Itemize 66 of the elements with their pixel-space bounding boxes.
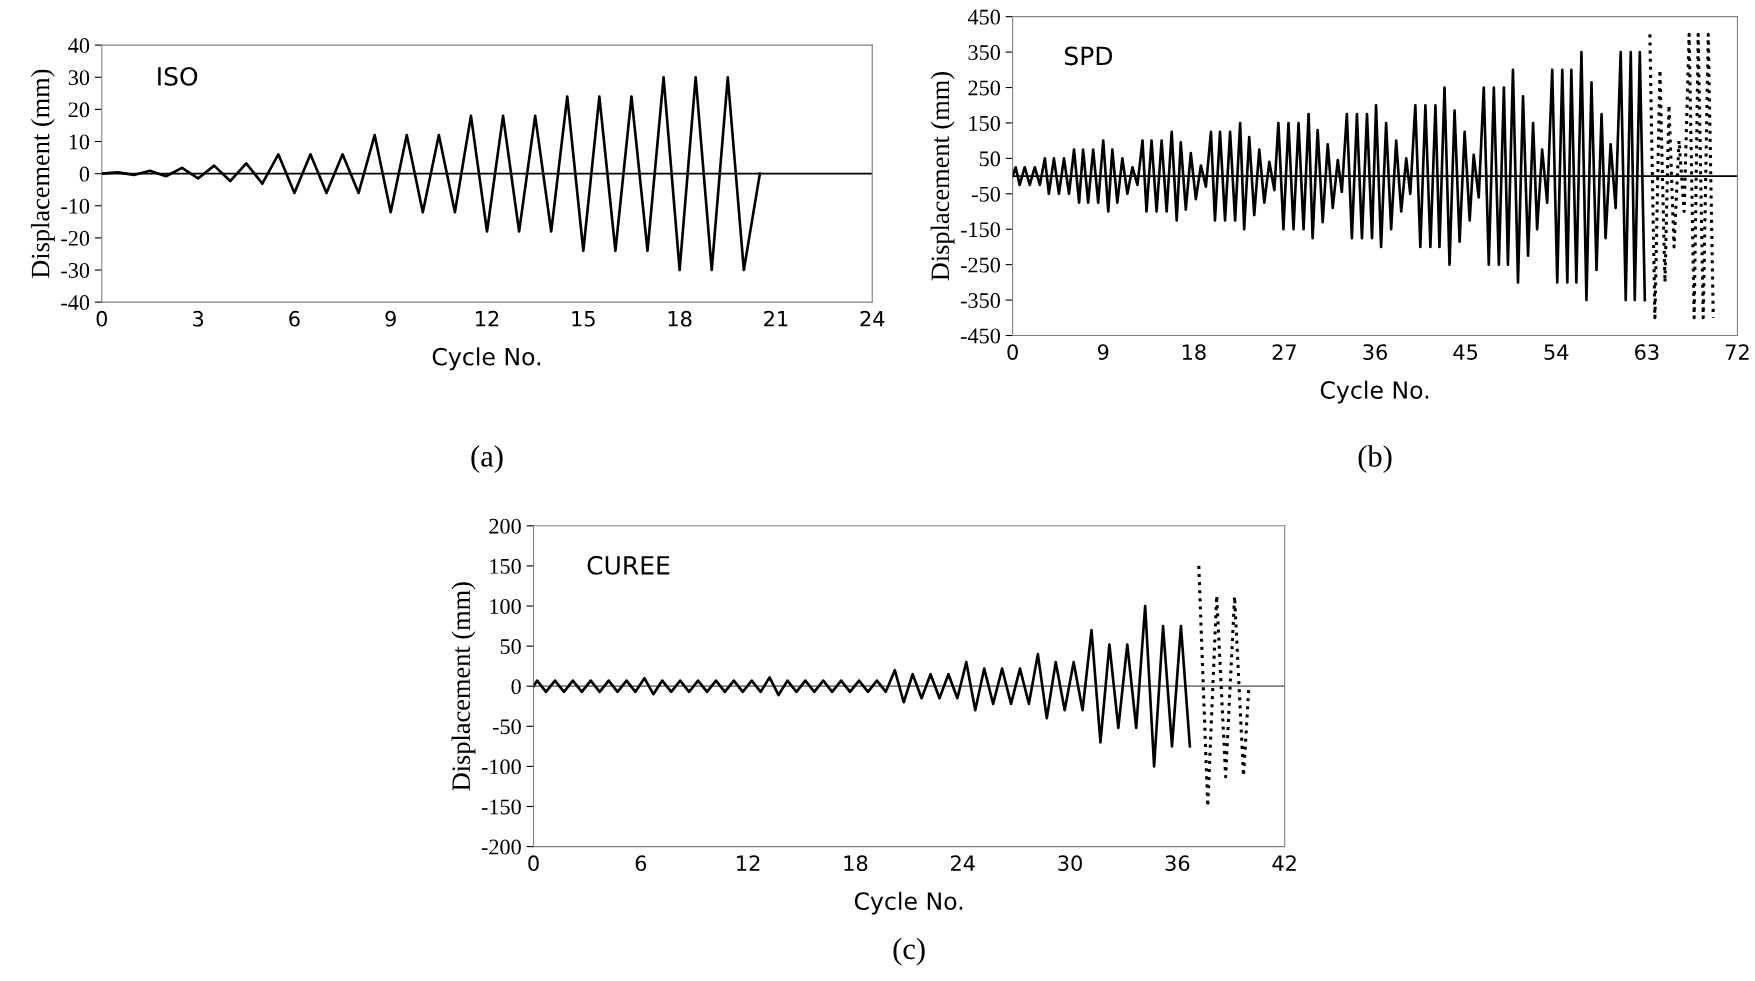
x-tick-label: 6 [635,855,647,872]
x-axis-title: Cycle No. [1320,380,1429,404]
x-axis-title: Cycle No. [854,891,963,915]
x-tick-label: 36 [1363,344,1387,360]
x-tick-label: 9 [385,310,396,327]
x-tick-label: 0 [96,310,108,327]
y-tick-label: -50 [492,719,521,735]
x-tick-label: 30 [1058,855,1082,872]
y-tick-label: 0 [79,166,90,182]
y-tick-label: -350 [960,293,1000,309]
y-tick-label: -30 [61,262,90,278]
y-tick-label: 450 [967,9,1000,25]
y-tick-label: -200 [481,839,521,855]
x-tick-label: 3 [193,310,204,327]
y-tick-label: 200 [489,518,521,534]
x-tick-label: 18 [1182,344,1206,360]
x-tick-label: 21 [764,310,788,327]
y-tick-label: 30 [68,70,90,86]
x-tick-label: 9 [1097,344,1109,360]
y-axis-title: Displacement (mm) [930,72,955,281]
y-tick-label: -250 [960,257,1000,273]
x-tick-label: 12 [737,855,760,871]
x-tick-label: 54 [1544,344,1569,360]
y-tick-label: -20 [61,230,90,246]
x-tick-label: 12 [476,310,499,327]
y-axis-title: Displacement (mm) [30,69,55,279]
y-tick-label: 0 [511,679,521,695]
y-tick-label: -40 [61,295,90,311]
y-tick-label: 10 [69,134,90,150]
annotation: ISO [158,66,198,86]
x-tick-label: 15 [572,311,595,327]
y-tick-label: 50 [500,639,521,655]
x-tick-label: 42 [1272,855,1296,871]
x-tick-label: 0 [528,855,539,872]
text: (b) [1358,445,1392,473]
x-tick-label: 45 [1453,344,1478,360]
y-tick-label: 150 [969,115,1000,131]
y-tick-label: 20 [68,102,90,118]
x-tick-label: 6 [289,310,300,327]
y-tick-label: 250 [968,80,1000,96]
y-tick-label: -150 [481,799,521,815]
y-tick-label: -50 [972,186,1000,202]
y-tick-label: -150 [960,222,1000,238]
y-axis-title: Displacement (mm) [451,582,476,791]
y-tick-label: 150 [490,558,521,574]
x-tick-label: 24 [951,855,975,871]
y-tick-label: 100 [490,598,521,614]
x-tick-label: 72 [1725,344,1749,360]
annotation: SPD [1065,46,1113,66]
text: (a) [471,445,503,473]
x-tick-label: 0 [1007,344,1018,360]
x-tick-label: 36 [1165,855,1190,872]
x-tick-label: 27 [1272,344,1296,360]
y-tick-label: 350 [968,45,1000,61]
y-tick-label: 50 [979,151,1000,167]
x-axis-title: Cycle No. [432,347,541,371]
y-tick-label: -100 [481,759,521,775]
y-tick-label: 40 [68,38,90,54]
y-tick-label: -450 [960,328,1000,344]
x-tick-label: 24 [860,310,885,327]
x-tick-label: 18 [668,310,692,327]
x-tick-label: 63 [1635,344,1659,360]
annotation: CUREE [587,555,670,575]
y-tick-label: -10 [61,198,90,214]
x-tick-label: 18 [844,855,868,872]
text: (c) [893,937,925,966]
